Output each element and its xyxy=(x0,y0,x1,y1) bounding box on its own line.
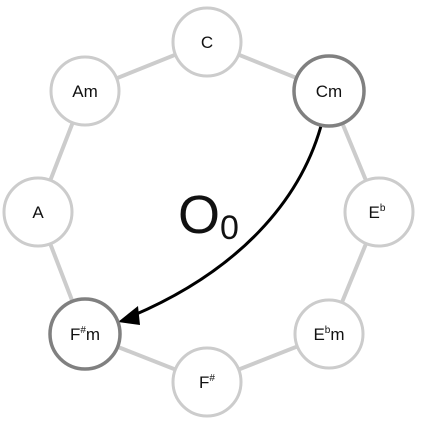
node-c[interactable]: C xyxy=(171,6,243,78)
svg-text:Ebm: Ebm xyxy=(313,325,344,344)
svg-text:Cm: Cm xyxy=(316,82,342,101)
operator-symbol: O xyxy=(178,185,220,245)
svg-text:C: C xyxy=(201,33,213,52)
node-am[interactable]: Am xyxy=(49,55,121,127)
node-eb[interactable]: Eb xyxy=(343,176,415,248)
arrowhead-icon xyxy=(118,306,140,325)
svg-text:F#m: F#m xyxy=(70,325,100,344)
svg-text:F#: F# xyxy=(199,373,215,392)
transformation-arrow xyxy=(131,125,323,318)
node-fsharpm[interactable]: F#m xyxy=(48,297,122,371)
svg-text:A: A xyxy=(32,203,44,222)
operator-subscript: 0 xyxy=(220,209,239,247)
node-ebm[interactable]: Ebm xyxy=(293,298,365,370)
node-fsharp[interactable]: F# xyxy=(171,346,243,418)
node-cm[interactable]: Cm xyxy=(292,54,366,128)
operator-label: O0 xyxy=(178,185,239,247)
node-a[interactable]: A xyxy=(2,176,74,248)
svg-text:Eb: Eb xyxy=(369,203,386,222)
svg-text:Am: Am xyxy=(72,82,98,101)
